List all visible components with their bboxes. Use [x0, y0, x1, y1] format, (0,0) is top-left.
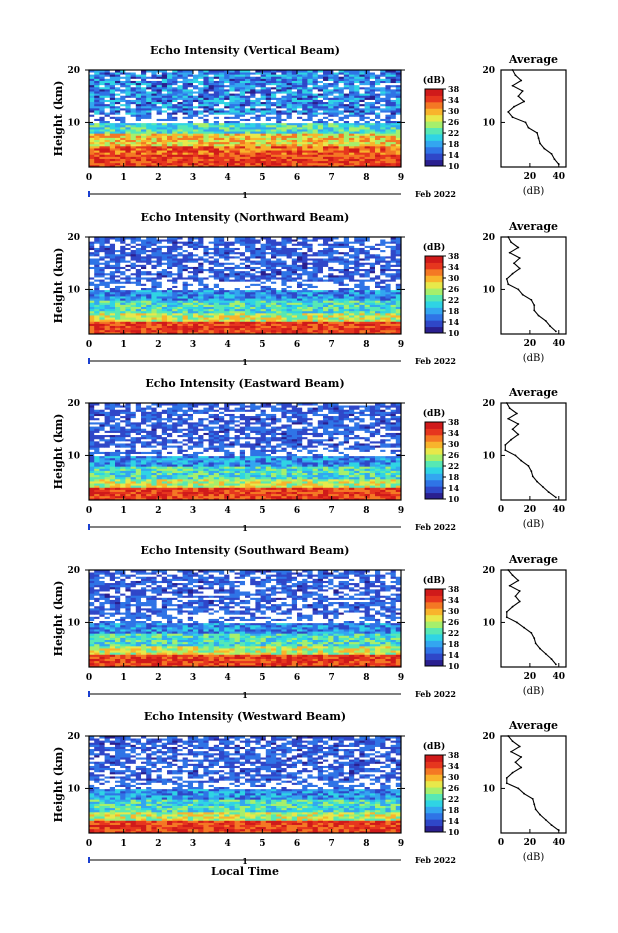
profile-point — [554, 158, 556, 160]
heatmap-field — [89, 70, 401, 167]
colorbar-swatch — [425, 89, 443, 96]
profile-y-tick-label: 20 — [482, 66, 495, 76]
profile-point — [525, 122, 527, 124]
x-tick-label: 0 — [86, 173, 92, 183]
profile-frame — [501, 70, 566, 167]
day-label: 1 — [242, 190, 248, 200]
profile-x-tick-label: 20 — [524, 172, 537, 182]
colorbar-tick-label: 34 — [448, 95, 460, 105]
colorbar-tick-label: 30 — [448, 106, 460, 116]
x-tick-label: 2 — [155, 173, 161, 183]
y-tick-label: 20 — [67, 66, 80, 76]
profile-point — [536, 132, 538, 134]
colorbar-swatch — [425, 134, 443, 141]
colorbar-swatch — [425, 115, 443, 122]
colorbar-tick-label: 22 — [448, 128, 459, 138]
colorbar-swatch — [425, 102, 443, 109]
profile-point — [551, 153, 553, 155]
profile-point — [523, 101, 525, 103]
profile-title: Average — [508, 53, 558, 66]
x-tick-label: 3 — [190, 173, 196, 183]
x-tick-label: 8 — [363, 173, 369, 183]
profile-point — [517, 95, 519, 97]
colorbar-tick-label: 38 — [448, 84, 460, 94]
colorbar-swatch — [425, 147, 443, 154]
profile-point — [512, 69, 514, 71]
colorbar-tick-label: 14 — [448, 150, 460, 160]
colorbar-tick-label: 26 — [448, 117, 460, 127]
x-tick-label: 7 — [329, 173, 335, 183]
colorbar-swatch — [425, 153, 443, 160]
profile-point — [520, 80, 522, 82]
x-tick-label: 6 — [294, 173, 300, 183]
panel-title: Echo Intensity (Vertical Beam) — [150, 44, 340, 57]
profile-point — [515, 74, 517, 76]
colorbar-swatch — [425, 95, 443, 102]
panel-title: Echo Intensity (Northward Beam) — [141, 211, 350, 224]
heatmap-field — [89, 237, 401, 334]
profile-x-label: (dB) — [523, 186, 545, 197]
colorbar-unit: (dB) — [423, 75, 445, 86]
profile-point — [513, 106, 515, 108]
profile-point — [512, 85, 514, 87]
profile-point — [538, 137, 540, 139]
profile-point — [507, 111, 509, 113]
profile-line — [508, 70, 559, 164]
profile-point — [512, 116, 514, 118]
date-label: Feb 2022 — [415, 189, 456, 199]
profile-point — [522, 90, 524, 92]
x-tick-label: 1 — [121, 173, 127, 183]
y-axis-label: Height (km) — [52, 81, 65, 157]
x-tick-label: 9 — [398, 173, 404, 183]
profile-point — [528, 127, 530, 129]
profile-point — [539, 143, 541, 145]
colorbar-swatch — [425, 108, 443, 115]
y-tick-label: 10 — [67, 118, 80, 128]
colorbar-swatch — [425, 128, 443, 135]
colorbar-swatch — [425, 140, 443, 147]
profile-x-tick-label: 40 — [553, 172, 566, 182]
profile-y-tick-label: 10 — [482, 118, 495, 128]
x-tick-label: 5 — [259, 173, 265, 183]
profile-point — [558, 163, 560, 165]
profile-point — [543, 148, 545, 150]
colorbar-tick-label: 18 — [448, 139, 460, 149]
colorbar-swatch — [425, 160, 443, 167]
colorbar-swatch — [425, 121, 443, 128]
x-tick-label: 4 — [225, 173, 231, 183]
colorbar-tick-label: 10 — [448, 161, 460, 171]
